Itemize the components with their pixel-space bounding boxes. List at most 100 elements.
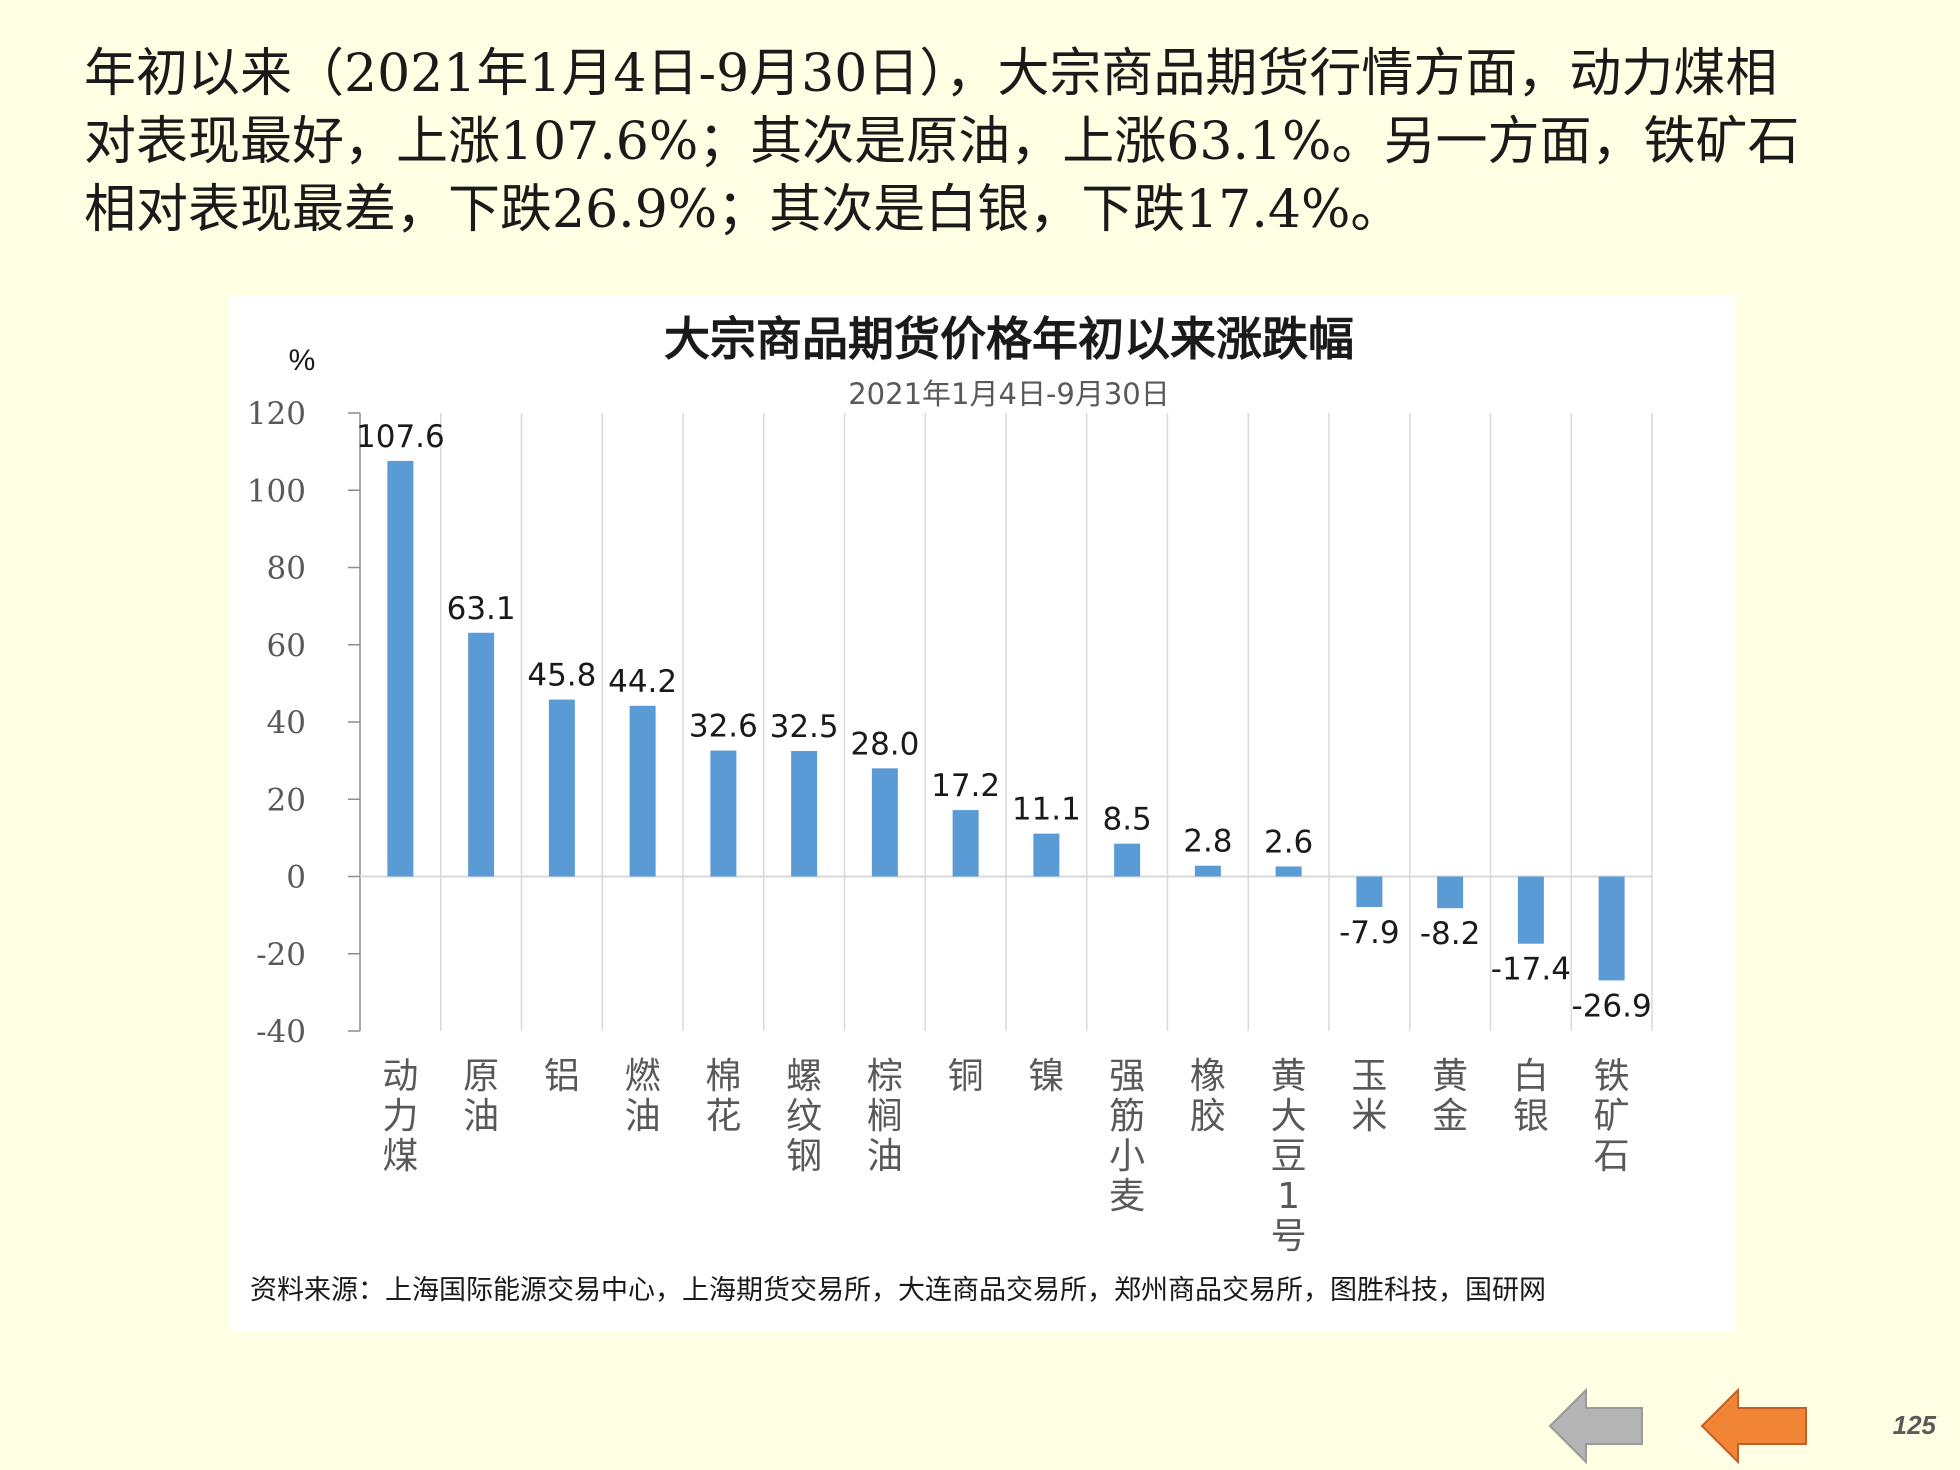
category-char: 筋 xyxy=(1109,1096,1145,1137)
category-char: 矿 xyxy=(1594,1096,1630,1137)
category-label: 棉花 xyxy=(705,1056,741,1137)
category-char: 油 xyxy=(867,1136,903,1177)
data-label: 63.1 xyxy=(447,591,516,627)
category-label: 铁矿石 xyxy=(1594,1056,1630,1177)
data-label: -26.9 xyxy=(1572,988,1652,1024)
category-char: 镍 xyxy=(1028,1056,1064,1097)
chart-subtitle: 2021年1月4日-9月30日 xyxy=(848,377,1170,411)
category-char: 力 xyxy=(382,1096,418,1137)
bar xyxy=(1598,876,1625,981)
bar xyxy=(629,705,656,877)
category-char: 麦 xyxy=(1109,1176,1145,1217)
data-label: 8.5 xyxy=(1102,802,1151,838)
category-char: 榈 xyxy=(867,1096,903,1137)
y-tick-label: 0 xyxy=(286,860,306,896)
bar xyxy=(1517,876,1544,944)
category-label: 黄大豆 1 号 xyxy=(1271,1056,1307,1257)
y-tick-label: -20 xyxy=(256,937,306,973)
y-tick-label: 40 xyxy=(267,705,306,741)
data-label: 32.6 xyxy=(689,709,758,745)
category-char: 铁 xyxy=(1594,1056,1630,1097)
data-label: 17.2 xyxy=(931,768,1000,804)
data-label: -17.4 xyxy=(1491,952,1571,988)
y-tick-label: 120 xyxy=(247,396,306,432)
data-label: 107.6 xyxy=(356,419,445,455)
category-char: 铝 xyxy=(544,1056,580,1097)
category-char: 1 xyxy=(1277,1176,1300,1217)
intro-line-1: 年初以来（2021年1月4日-9月30日），大宗商品期货行情方面，动力煤相 xyxy=(84,44,1778,104)
category-char: 豆 xyxy=(1271,1136,1307,1177)
data-label: 2.8 xyxy=(1183,824,1232,860)
y-tick-label: 20 xyxy=(267,782,306,818)
intro-text: 年初以来（2021年1月4日-9月30日），大宗商品期货行情方面，动力煤相 对表… xyxy=(84,40,1884,244)
category-label: 铜 xyxy=(948,1056,984,1097)
source-note: 资料来源：上海国际能源交易中心，上海期货交易所，大连商品交易所，郑州商品交易所，… xyxy=(250,1275,1546,1306)
data-label: 28.0 xyxy=(850,726,919,762)
bar xyxy=(1114,843,1141,877)
category-char: 棉 xyxy=(705,1056,741,1097)
bar xyxy=(871,768,898,877)
category-char: 动 xyxy=(382,1056,418,1097)
data-label: -8.2 xyxy=(1420,916,1481,952)
bar xyxy=(952,810,979,877)
category-char: 螺 xyxy=(786,1056,822,1097)
category-char: 大 xyxy=(1271,1096,1307,1137)
bar xyxy=(791,750,818,877)
bar xyxy=(548,699,575,877)
arrow-left-orange-icon xyxy=(1700,1387,1807,1465)
category-label: 镍 xyxy=(1028,1056,1064,1097)
category-label: 铝 xyxy=(544,1056,580,1097)
category-label: 原油 xyxy=(463,1056,499,1137)
category-label: 玉米 xyxy=(1351,1056,1387,1137)
bar xyxy=(710,750,737,877)
intro-line-2: 对表现最好，上涨107.6%；其次是原油，上涨63.1%。另一方面，铁矿石 xyxy=(84,112,1800,172)
category-char: 棕 xyxy=(867,1056,903,1097)
data-label: 2.6 xyxy=(1264,824,1313,860)
category-label: 棕榈油 xyxy=(867,1056,903,1177)
category-char: 黄 xyxy=(1432,1056,1468,1097)
category-char: 黄 xyxy=(1271,1056,1307,1097)
category-char: 小 xyxy=(1109,1136,1145,1177)
chart-title: 大宗商品期货价格年初以来涨跌幅 xyxy=(664,312,1354,366)
category-char: 胶 xyxy=(1190,1096,1226,1137)
y-tick-label: -40 xyxy=(256,1014,306,1050)
page-number: 125 xyxy=(1892,1410,1936,1440)
category-char: 米 xyxy=(1351,1096,1387,1137)
bar xyxy=(1033,833,1060,877)
category-char: 强 xyxy=(1109,1056,1145,1097)
y-axis-unit: % xyxy=(289,344,316,377)
category-label: 强筋小麦 xyxy=(1109,1056,1145,1217)
category-char: 铜 xyxy=(948,1056,984,1097)
category-label: 白银 xyxy=(1513,1056,1549,1137)
intro-line-3: 相对表现最差，下跌26.9%；其次是白银，下跌17.4%。 xyxy=(84,180,1403,240)
y-tick-label: 60 xyxy=(267,628,306,664)
category-char: 油 xyxy=(625,1096,661,1137)
category-char: 玉 xyxy=(1351,1056,1387,1097)
category-char: 纹 xyxy=(786,1096,822,1137)
category-char: 原 xyxy=(463,1056,499,1097)
category-char: 油 xyxy=(463,1096,499,1137)
category-char: 号 xyxy=(1271,1216,1307,1257)
forward-button[interactable] xyxy=(1698,1386,1810,1466)
y-tick-label: 80 xyxy=(267,551,306,587)
data-label: 45.8 xyxy=(527,658,596,694)
category-label: 动力煤 xyxy=(382,1056,418,1177)
category-char: 白 xyxy=(1513,1056,1549,1097)
category-char: 金 xyxy=(1432,1096,1468,1137)
bar xyxy=(1437,876,1464,909)
bar xyxy=(387,460,414,877)
back-button[interactable] xyxy=(1546,1386,1646,1466)
data-label: 32.5 xyxy=(770,709,839,745)
data-label: 44.2 xyxy=(608,664,677,700)
arrow-left-gray-icon xyxy=(1548,1387,1643,1465)
category-label: 黄金 xyxy=(1432,1056,1468,1137)
category-char: 花 xyxy=(705,1096,741,1137)
category-char: 橡 xyxy=(1190,1056,1226,1097)
data-label: 11.1 xyxy=(1012,792,1081,828)
data-label: -7.9 xyxy=(1339,915,1400,951)
category-label: 橡胶 xyxy=(1190,1056,1226,1137)
category-char: 煤 xyxy=(382,1136,418,1177)
bar xyxy=(1356,876,1383,908)
category-label: 螺纹钢 xyxy=(786,1056,822,1177)
